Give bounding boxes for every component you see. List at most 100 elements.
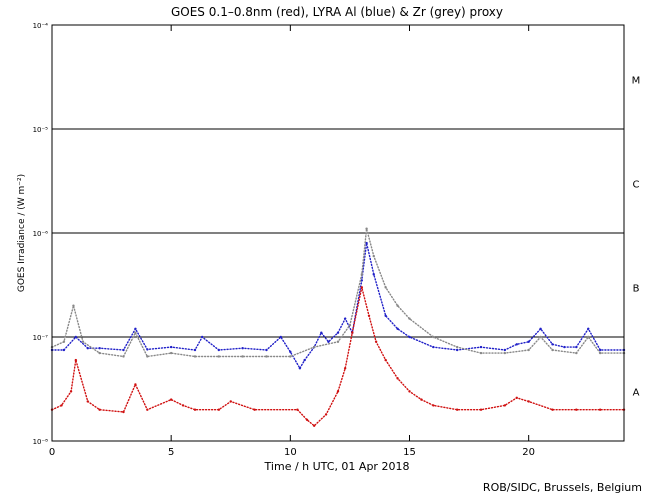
- series-point: [551, 343, 554, 346]
- y-tick-label: 10⁻⁸: [33, 438, 49, 446]
- chart-title: GOES 0.1–0.8nm (red), LYRA Al (blue) & Z…: [171, 5, 503, 19]
- y-tick-label: 10⁻⁵: [33, 126, 49, 134]
- series-point: [479, 345, 483, 349]
- series-point: [86, 400, 89, 403]
- series-point: [169, 398, 173, 401]
- series-point: [343, 317, 347, 320]
- series-point: [396, 304, 399, 307]
- series-point: [515, 396, 518, 400]
- series-point: [336, 340, 340, 343]
- series-point: [503, 348, 507, 352]
- series-layer: [50, 227, 626, 428]
- credit-footer: ROB/SIDC, Brussels, Belgium: [482, 481, 642, 494]
- series-point: [305, 418, 309, 421]
- series-point: [527, 348, 530, 352]
- series-point: [193, 355, 197, 358]
- flare-class-label: A: [633, 387, 640, 398]
- series-point: [598, 351, 602, 355]
- series-point: [193, 348, 197, 352]
- series-point: [229, 400, 232, 403]
- series-point: [539, 327, 542, 330]
- series-point: [181, 404, 185, 407]
- series-point: [289, 355, 292, 358]
- series-point: [74, 335, 78, 339]
- series-point: [396, 377, 399, 380]
- series-point: [146, 355, 149, 358]
- series-point: [432, 335, 435, 339]
- series-point: [324, 413, 328, 416]
- series-point: [146, 408, 149, 411]
- series-point: [396, 327, 399, 330]
- series-point: [146, 348, 149, 351]
- series-point: [279, 335, 282, 339]
- series-point: [296, 408, 299, 411]
- series-point: [432, 345, 435, 349]
- series-point: [527, 400, 530, 403]
- series-point: [551, 408, 554, 411]
- series-point: [200, 335, 204, 339]
- series-point: [384, 358, 387, 362]
- y-tick-label: 10⁻⁶: [33, 230, 49, 238]
- series-point: [122, 355, 125, 358]
- series-point: [303, 358, 306, 362]
- data-series: [50, 286, 626, 428]
- x-tick-label: 20: [522, 447, 535, 458]
- series-point: [241, 347, 244, 350]
- series-point: [74, 358, 78, 362]
- series-point: [515, 343, 518, 346]
- series-point: [351, 331, 354, 334]
- series-point: [298, 367, 302, 370]
- series-point: [384, 286, 387, 289]
- series-point: [312, 424, 316, 428]
- data-series: [50, 241, 626, 370]
- series-point: [420, 398, 423, 401]
- series-point: [563, 345, 566, 349]
- series-point: [265, 348, 268, 352]
- series-point: [365, 227, 368, 230]
- y-tick-label: 10⁻⁷: [33, 334, 49, 342]
- series-trace: [51, 287, 625, 427]
- flare-class-label: B: [633, 283, 640, 294]
- series-point: [408, 390, 411, 393]
- series-point: [253, 408, 256, 411]
- series-point: [98, 351, 101, 355]
- series-point: [69, 390, 73, 393]
- x-tick-label: 5: [168, 447, 174, 458]
- x-axis-label: Time / h UTC, 01 Apr 2018: [264, 460, 410, 473]
- y-axis: 10⁻⁸ 10⁻⁷ 10⁻⁶ 10⁻⁵ 10⁻⁴: [33, 22, 624, 446]
- series-trace: [51, 228, 625, 358]
- series-point: [372, 254, 375, 258]
- series-point: [503, 404, 507, 407]
- series-point: [336, 390, 340, 393]
- series-point: [122, 410, 125, 414]
- flare-class-label: C: [633, 179, 640, 190]
- series-point: [455, 348, 459, 352]
- series-point: [169, 351, 173, 355]
- series-point: [134, 327, 137, 330]
- series-point: [598, 408, 602, 411]
- series-point: [60, 404, 63, 407]
- series-point: [539, 335, 542, 339]
- x-tick-label: 0: [49, 447, 55, 458]
- flare-class-lines: [52, 128, 624, 338]
- series-point: [367, 314, 371, 317]
- series-point: [551, 348, 554, 352]
- series-point: [372, 273, 375, 276]
- y-axis-label: GOES Irradiance / (W m⁻²): [17, 174, 27, 292]
- series-point: [336, 331, 340, 334]
- series-point: [527, 340, 530, 343]
- series-point: [217, 355, 221, 358]
- series-point: [193, 408, 197, 411]
- series-point: [169, 345, 173, 349]
- series-point: [72, 304, 75, 307]
- series-point: [241, 355, 244, 358]
- series-point: [587, 327, 590, 330]
- series-point: [479, 408, 483, 411]
- series-point: [360, 273, 364, 276]
- flare-class-label: M: [632, 75, 641, 86]
- series-point: [62, 340, 66, 343]
- series-point: [343, 367, 347, 370]
- series-point: [575, 408, 578, 411]
- series-point: [408, 335, 411, 339]
- series-point: [503, 351, 507, 355]
